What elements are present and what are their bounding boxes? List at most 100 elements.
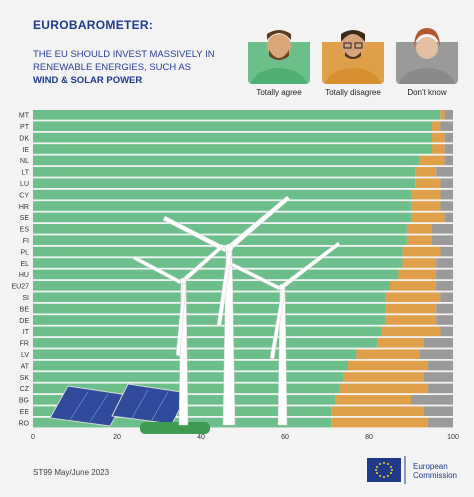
wind-turbines-illustration [132, 195, 341, 426]
category-label-be: BE [20, 306, 30, 313]
bar-disagree-eu27 [390, 281, 437, 291]
bar-disagree-es [406, 224, 432, 234]
bar-dont-know-de [436, 315, 453, 325]
bar-agree-se [33, 212, 411, 223]
category-label-lt: LT [21, 170, 29, 177]
category-label-nl: NL [20, 158, 29, 165]
bar-disagree-sk [343, 372, 424, 382]
category-label-ee: EE [20, 409, 30, 416]
bar-dont-know-eu27 [436, 281, 453, 291]
bar-disagree-pt [432, 121, 441, 131]
bar-dont-know-lt [436, 167, 453, 177]
x-axis-ticks: 0 20 40 60 80 100 [31, 434, 459, 441]
bar-disagree-si [385, 292, 441, 302]
category-label-mt: MT [19, 113, 30, 120]
bar-dont-know-pt [440, 121, 453, 131]
category-label-lu: LU [20, 181, 29, 188]
european-commission-logo [367, 456, 406, 484]
bar-disagree-cy [411, 189, 441, 200]
avatar-agree [248, 24, 310, 104]
bar-dont-know-be [436, 303, 453, 314]
bar-agree-hr [33, 201, 411, 211]
category-label-fr: FR [20, 341, 29, 348]
bar-agree-mt [33, 110, 441, 120]
bar-agree-lu [33, 178, 416, 188]
bar-disagree-de [385, 315, 437, 325]
bar-dont-know-cz [427, 383, 453, 394]
category-label-ro: RO [19, 420, 30, 427]
category-label-lv: LV [21, 352, 29, 359]
subtitle-line-1: THE EU SHOULD INVEST MASSIVELY IN [33, 49, 215, 60]
bar-disagree-at [348, 360, 428, 371]
bar-agree-nl [33, 155, 420, 166]
bar-dont-know-se [444, 212, 453, 223]
category-label-el: EL [20, 261, 29, 268]
bar-agree-be [33, 303, 386, 314]
category-label-se: SE [20, 215, 30, 222]
bar-agree-hu [33, 269, 399, 280]
bar-disagree-lt [415, 167, 437, 177]
legend-disagree-label: Totally disagree [325, 88, 381, 97]
category-label-eu27: EU27 [11, 284, 29, 291]
eu-stars-icon [375, 462, 393, 478]
bar-disagree-mt [440, 110, 445, 120]
page-subtitle: THE EU SHOULD INVEST MASSIVELY IN RENEWA… [33, 48, 233, 87]
bar-disagree-be [385, 303, 437, 314]
category-label-pl: PL [20, 249, 29, 256]
bar-disagree-hr [411, 201, 441, 211]
bar-agree-de [33, 315, 386, 325]
bar-dont-know-lu [440, 178, 453, 188]
bar-dont-know-it [440, 326, 453, 337]
x-tick-20: 20 [113, 434, 121, 441]
bar-agree-eu27 [33, 281, 390, 291]
bar-dont-know-lv [419, 349, 453, 359]
bar-disagree-lv [356, 349, 420, 359]
subtitle-line-2: RENEWABLE ENERGIES, SUCH AS [33, 62, 192, 73]
bar-disagree-lu [415, 178, 441, 188]
ec-logo-line-1: European [413, 462, 448, 471]
category-label-pt: PT [20, 124, 30, 131]
category-label-fi: FI [23, 238, 29, 245]
bar-agree-at [33, 360, 348, 371]
bar-agree-it [33, 326, 382, 337]
bar-disagree-cz [339, 383, 428, 394]
bar-agree-el [33, 258, 403, 268]
category-label-de: DE [19, 318, 29, 325]
category-label-hu: HU [19, 272, 29, 279]
page-title: EUROBAROMETER: [33, 18, 154, 32]
bar-agree-es [33, 224, 407, 234]
bar-disagree-el [402, 258, 437, 268]
legend-dont-know-label: Don't know [407, 88, 447, 97]
source-note: ST99 May/June 2023 [33, 468, 110, 477]
category-label-bg: BG [19, 398, 29, 405]
bar-agree-cy [33, 189, 411, 200]
bar-agree-fr [33, 338, 378, 348]
category-label-it: IT [23, 329, 30, 336]
category-label-cz: CZ [20, 386, 30, 393]
bar-dont-know-ie [444, 144, 453, 154]
bar-agree-lt [33, 167, 416, 177]
category-label-hr: HR [19, 204, 29, 211]
bar-dont-know-es [432, 224, 453, 234]
bar-disagree-nl [419, 155, 445, 166]
bar-agree-si [33, 292, 386, 302]
legend-agree-label: Totally agree [256, 88, 302, 97]
bar-agree-fi [33, 235, 407, 245]
bar-agree-dk [33, 132, 432, 143]
ec-logo-line-2: Commission [413, 471, 458, 480]
bar-dont-know-ee [423, 406, 453, 416]
bar-dont-know-si [440, 292, 453, 302]
category-label-cy: CY [19, 192, 29, 199]
bar-dont-know-fr [423, 338, 453, 348]
bar-dont-know-nl [444, 155, 453, 166]
bar-disagree-se [411, 212, 445, 223]
subtitle-bold: WIND & SOLAR POWER [33, 75, 143, 86]
x-tick-40: 40 [197, 434, 205, 441]
solar-panels-illustration [49, 383, 210, 434]
bar-disagree-ee [331, 406, 424, 416]
bar-dont-know-bg [411, 395, 453, 405]
category-label-ie: IE [22, 147, 29, 154]
bar-disagree-fi [406, 235, 432, 245]
bar-disagree-ie [432, 144, 445, 154]
